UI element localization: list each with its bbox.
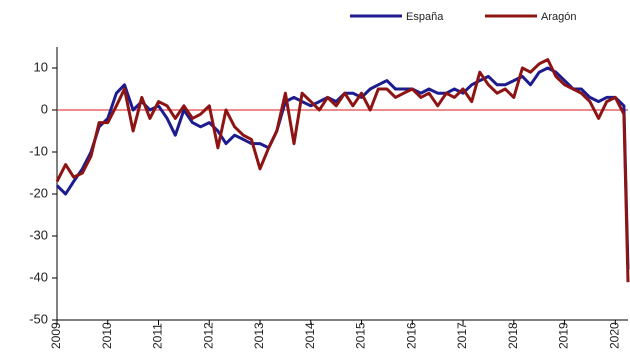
legend-label: Aragón: [541, 11, 576, 23]
y-tick-label: -50: [29, 311, 48, 326]
x-tick-label: 2016: [404, 322, 418, 349]
y-tick-label: -10: [29, 143, 48, 158]
x-tick-label: 2020: [607, 322, 621, 349]
x-tick-label: 2010: [100, 322, 114, 349]
x-tick-label: 2018: [506, 322, 520, 349]
x-tick-label: 2012: [201, 322, 215, 349]
series-line: [55, 58, 630, 283]
y-tick-label: 10: [34, 59, 48, 74]
y-tick-label: -30: [29, 227, 48, 242]
x-tick-label: 2015: [354, 322, 368, 349]
x-tick-label: 2019: [557, 322, 571, 349]
x-tick-label: 2013: [252, 322, 266, 349]
x-tick-label: 2014: [303, 322, 317, 349]
x-tick-label: 2011: [151, 323, 165, 349]
y-tick-label: 0: [41, 101, 48, 116]
y-tick-label: -40: [29, 269, 48, 284]
x-tick-label: 2009: [49, 322, 63, 349]
x-tick-label: 2017: [455, 322, 469, 349]
y-tick-label: -20: [29, 185, 48, 200]
legend-label: España: [406, 11, 444, 23]
